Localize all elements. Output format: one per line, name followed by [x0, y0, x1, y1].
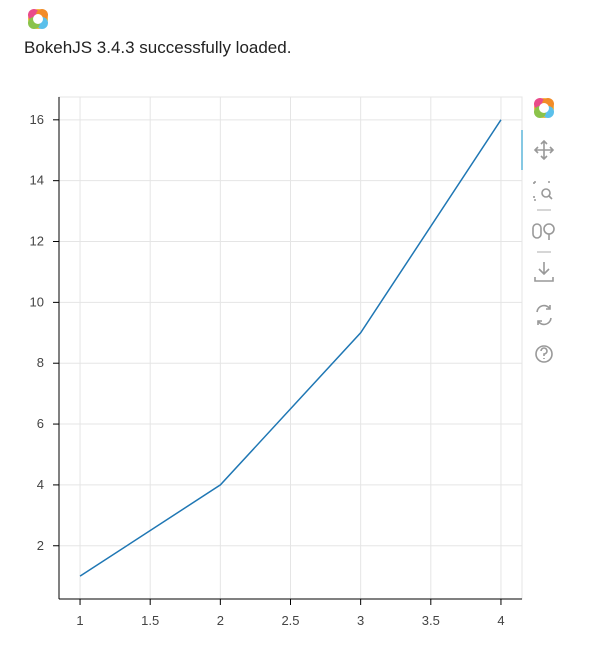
reset-tool[interactable] — [536, 304, 552, 326]
y-tick-label: 14 — [30, 173, 44, 188]
bokeh-logo — [28, 9, 48, 29]
data-line — [79, 119, 502, 577]
help-tool[interactable] — [535, 345, 553, 363]
y-tick-label: 12 — [30, 234, 44, 249]
wheel-zoom-tool[interactable] — [532, 223, 555, 240]
y-tick-label: 4 — [37, 477, 44, 492]
y-tick-label: 16 — [30, 112, 44, 127]
x-tick-label: 3.5 — [422, 613, 440, 628]
toolbar — [521, 98, 555, 363]
x-tick-label: 1.5 — [141, 613, 159, 628]
y-tick-label: 2 — [37, 538, 44, 553]
x-tick-label: 2 — [217, 613, 224, 628]
x-tick-label: 4 — [497, 613, 504, 628]
save-tool[interactable] — [534, 262, 554, 282]
x-tick-label: 2.5 — [281, 613, 299, 628]
y-tick-label: 10 — [30, 294, 44, 309]
y-tick-label: 6 — [37, 416, 44, 431]
x-tick-label: 3 — [357, 613, 364, 628]
toolbar-logo — [534, 98, 554, 118]
pan-tool[interactable] — [533, 139, 555, 161]
x-tick-label: 1 — [76, 613, 83, 628]
y-tick-label: 8 — [37, 355, 44, 370]
box-zoom-tool[interactable] — [533, 181, 553, 201]
status-message: BokehJS 3.4.3 successfully loaded. — [24, 38, 292, 57]
